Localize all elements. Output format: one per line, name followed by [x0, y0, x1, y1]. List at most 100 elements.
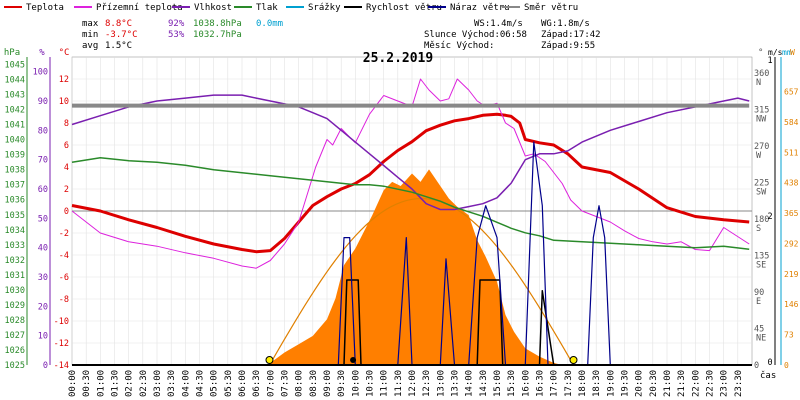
series-line-rychlost-v-tru: [72, 279, 750, 366]
x-tick: 18:30: [592, 370, 602, 397]
stat-temp: -3.7°C: [105, 30, 138, 40]
chart-title: 25.2.2019: [363, 51, 433, 66]
pct-tick-label: 60: [38, 185, 48, 195]
x-tick-label: 13:30: [451, 370, 461, 397]
mm-axis-label: mm: [782, 48, 792, 57]
direction-tick-label: NW: [756, 115, 767, 125]
direction-tick-label: NE: [756, 334, 766, 344]
x-tick-label: 02:00: [125, 370, 135, 397]
x-tick-label: 20:30: [649, 370, 659, 397]
x-tick-label: 12:00: [408, 370, 418, 397]
x-tick: 00:30: [82, 370, 92, 397]
stat-humidity: 53%: [168, 30, 185, 40]
x-tick: 04:00: [181, 370, 191, 397]
direction-tick-label: N: [756, 78, 761, 88]
x-tick: 21:30: [677, 370, 687, 397]
hpa-tick-label: 1037: [5, 181, 25, 191]
x-tick: 03:30: [167, 370, 177, 397]
w-tick-label: 73: [784, 331, 794, 340]
stat-temp: 8.8°C: [105, 19, 132, 29]
chart-grid: [71, 56, 753, 366]
x-tick-label: 09:30: [337, 370, 347, 397]
x-tick: 00:00: [68, 370, 78, 397]
x-tick-label: 15:30: [507, 370, 517, 397]
sunrise-info: Slunce Východ:06:58: [424, 30, 527, 40]
x-tick: 03:00: [153, 370, 163, 397]
x-tick: 01:30: [111, 370, 121, 397]
moonrise-info: Měsíc Východ:: [424, 41, 494, 51]
hpa-tick-label: 1032: [5, 256, 25, 266]
deg-tick-label: 360: [754, 69, 769, 79]
x-tick: 05:30: [224, 370, 234, 397]
c-tick-label: 10: [59, 97, 69, 107]
x-tick-label: 04:00: [181, 370, 191, 397]
hpa-tick-label: 1030: [5, 286, 25, 296]
x-tick-label: 19:30: [621, 370, 631, 397]
legend-label: Tlak: [256, 3, 278, 13]
c-tick-label: 0: [64, 207, 69, 217]
hpa-tick-label: 1041: [5, 121, 25, 131]
wind-gust-info: WG:1.8m/s: [541, 19, 590, 29]
x-tick: 12:30: [422, 370, 432, 397]
legend-label: Směr větru: [524, 3, 578, 13]
pct-tick-label: 30: [38, 273, 48, 283]
w-tick-label: 0: [784, 361, 789, 370]
x-tick-label: 00:30: [82, 370, 92, 397]
legend-label: Přízemní teplota: [96, 3, 183, 13]
pct-tick-label: 40: [38, 244, 48, 254]
x-tick-label: 17:00: [550, 370, 560, 397]
ms-tick-label: 0: [767, 358, 772, 368]
x-tick-label: 03:00: [153, 370, 163, 397]
w-tick-label: 584: [784, 118, 799, 127]
c-tick-label: -12: [54, 339, 69, 349]
legend-label: Vlhkost: [194, 3, 232, 13]
c-tick-label: 4: [64, 163, 69, 173]
deg-tick-label: 315: [754, 106, 769, 116]
x-tick: 13:00: [436, 370, 446, 397]
pct-tick-label: 0: [43, 361, 48, 371]
ms-tick-label: 1: [767, 56, 772, 66]
x-tick: 17:00: [550, 370, 560, 397]
x-tick-label: 04:30: [196, 370, 206, 397]
x-tick-label: 22:30: [706, 370, 716, 397]
x-tick: 19:00: [606, 370, 616, 397]
hpa-tick-label: 1040: [5, 136, 25, 146]
direction-tick-label: SW: [756, 188, 767, 198]
x-tick: 02:00: [125, 370, 135, 397]
wind-speed-info: WS:1.4m/s: [474, 19, 523, 29]
w-tick-label: 511: [784, 148, 799, 157]
x-tick: 16:00: [521, 370, 531, 397]
stats-block: max 8.8°C 92% 1038.8hPa 0.0mm min -3.7°C 53% 103…: [82, 19, 601, 51]
c-tick-label: -14: [54, 361, 69, 371]
moon-marker: [350, 357, 357, 363]
x-tick: 02:30: [139, 370, 149, 397]
x-tick: 16:30: [536, 370, 546, 397]
series-line-p-zemn-teplota: [71, 78, 750, 269]
x-tick: 09:00: [323, 370, 333, 397]
ms-tick-label: 2: [767, 212, 772, 222]
series-line-tlak: [71, 156, 750, 251]
series-layer: [71, 78, 750, 366]
x-tick: 09:30: [337, 370, 347, 397]
hpa-tick-label: 1039: [5, 151, 25, 161]
x-tick: 20:00: [635, 370, 645, 397]
x-tick-label: 23:00: [720, 370, 730, 397]
c-tick-label: -4: [59, 251, 69, 261]
x-tick: 10:30: [366, 370, 376, 397]
x-tick: 05:00: [210, 370, 220, 397]
x-tick: 01:00: [96, 370, 106, 397]
x-tick-label: 10:00: [351, 370, 361, 397]
hpa-tick-label: 1042: [5, 106, 25, 116]
x-tick-label: 10:30: [366, 370, 376, 397]
hpa-tick-label: 1029: [5, 301, 25, 311]
x-tick-label: 05:00: [210, 370, 220, 397]
legend-label: Srážky: [308, 3, 341, 13]
deg-tick-label: 180: [754, 215, 769, 225]
c-tick-label: -2: [59, 229, 69, 239]
w-tick-label: 292: [784, 239, 799, 248]
x-tick-label: 08:00: [295, 370, 305, 397]
x-tick-label: 18:00: [578, 370, 588, 397]
x-axis-label: čas: [760, 370, 776, 381]
pct-tick-label: 50: [38, 214, 48, 224]
x-tick: 22:30: [706, 370, 716, 397]
